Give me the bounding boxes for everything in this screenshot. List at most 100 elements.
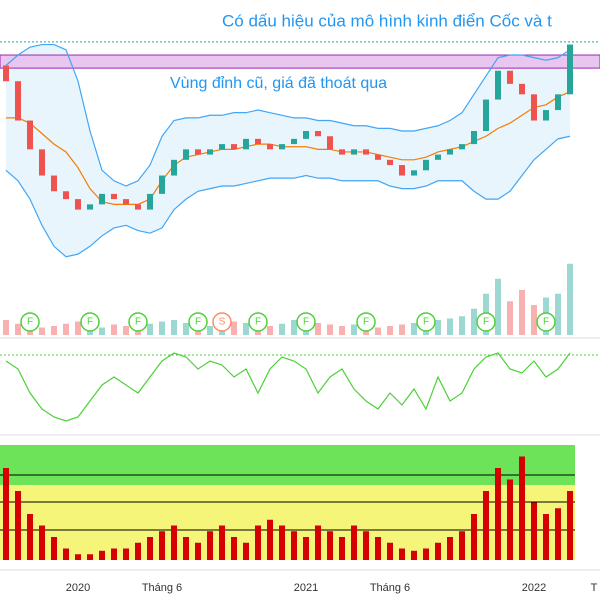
strength-bar <box>507 479 513 560</box>
candle <box>495 70 501 100</box>
candle <box>399 165 405 176</box>
volume-bar <box>411 323 417 335</box>
strength-bar <box>147 537 153 560</box>
strength-bar <box>171 525 177 560</box>
volume-bar <box>231 321 237 335</box>
candle <box>447 149 453 155</box>
volume-bar <box>99 327 105 335</box>
signal-label: F <box>87 317 93 328</box>
candle <box>135 204 141 210</box>
strength-bar <box>255 525 261 560</box>
strength-bar <box>207 531 213 560</box>
strength-bar <box>423 548 429 560</box>
strength-bar <box>3 468 9 560</box>
strength-bar <box>51 537 57 560</box>
candle <box>111 193 117 200</box>
strength-bar <box>459 531 465 560</box>
candle <box>219 144 225 150</box>
strength-bar <box>135 542 141 560</box>
signal-label: F <box>255 317 261 328</box>
volume-bar <box>459 316 465 335</box>
strength-bar <box>543 514 549 560</box>
candle <box>531 94 537 121</box>
strength-bar <box>339 537 345 560</box>
signal-marker <box>212 312 232 332</box>
strength-bar <box>555 508 561 560</box>
candle <box>279 144 285 150</box>
volume-bar <box>159 321 165 335</box>
x-tick-label: 2020 <box>66 582 90 594</box>
volume-bar <box>519 290 525 335</box>
candle <box>351 149 357 155</box>
strength-bar <box>471 514 477 560</box>
candle <box>375 154 381 160</box>
signal-marker <box>188 312 208 332</box>
candle <box>435 154 441 160</box>
candle <box>255 138 261 145</box>
strength-bar <box>123 548 129 560</box>
candle <box>147 193 153 210</box>
signal-marker <box>476 312 496 332</box>
volume-bar <box>111 324 117 335</box>
strength-bar <box>27 514 33 560</box>
volume-bar <box>507 301 513 335</box>
x-tick-label: Tháng 6 <box>142 582 182 594</box>
volume-bar <box>315 323 321 335</box>
candle <box>423 159 429 171</box>
volume-bar <box>339 326 345 335</box>
signal-label: F <box>363 317 369 328</box>
volume-bar <box>75 321 81 335</box>
strength-bar <box>387 542 393 560</box>
candle <box>123 199 129 205</box>
candle <box>39 149 45 176</box>
volume-bar <box>387 326 393 335</box>
strength-bar <box>111 548 117 560</box>
strength-bar <box>435 542 441 560</box>
volume-bar <box>171 320 177 335</box>
strength-bar <box>99 550 105 560</box>
strength-bar <box>495 468 501 560</box>
volume-bar <box>63 323 69 335</box>
volume-bar <box>471 308 477 335</box>
candle <box>15 81 21 121</box>
volume-bar <box>555 293 561 335</box>
candle <box>459 144 465 150</box>
candle <box>483 99 489 131</box>
signal-marker <box>128 312 148 332</box>
signal-label: S <box>219 317 226 328</box>
strength-bar <box>315 525 321 560</box>
signal-marker <box>536 312 556 332</box>
candle <box>51 175 57 192</box>
volume-bar <box>123 326 129 335</box>
annotation-zone: Vùng đỉnh cũ, giá đã thoát qua <box>170 75 387 92</box>
strength-bar <box>399 548 405 560</box>
volume-bar <box>327 324 333 335</box>
signal-marker <box>20 312 40 332</box>
strength-bar <box>159 531 165 560</box>
strength-bar <box>327 531 333 560</box>
volume-bar <box>291 320 297 335</box>
candle <box>555 94 561 111</box>
candle <box>291 138 297 145</box>
signal-marker <box>356 312 376 332</box>
strength-bar <box>291 531 297 560</box>
candle <box>99 193 105 205</box>
candle <box>3 65 9 82</box>
volume-bar <box>351 324 357 335</box>
signal-marker <box>416 312 436 332</box>
strength-bar <box>411 550 417 560</box>
candle <box>363 149 369 155</box>
strength-bar <box>183 537 189 560</box>
volume-bar <box>531 305 537 335</box>
strength-bar <box>363 531 369 560</box>
strength-bar <box>375 537 381 560</box>
signal-label: F <box>303 317 309 328</box>
candle <box>327 136 333 150</box>
volume-bar <box>147 323 153 335</box>
band-upper <box>5 43 571 187</box>
strength-bar <box>351 525 357 560</box>
candle <box>231 144 237 150</box>
band-lower <box>5 135 571 258</box>
volume-bar <box>51 326 57 335</box>
